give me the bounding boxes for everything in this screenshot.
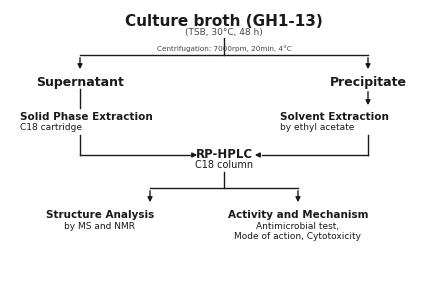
Text: Culture broth (GH1-13): Culture broth (GH1-13) xyxy=(125,14,323,29)
Text: RP-HPLC: RP-HPLC xyxy=(195,148,253,161)
Text: by ethyl acetate: by ethyl acetate xyxy=(280,123,354,132)
Text: Solvent Extraction: Solvent Extraction xyxy=(280,112,389,122)
Text: Supernatant: Supernatant xyxy=(36,76,124,89)
Text: Centrifugation: 7000rpm, 20min, 4°C: Centrifugation: 7000rpm, 20min, 4°C xyxy=(157,45,291,52)
Text: Structure Analysis: Structure Analysis xyxy=(46,210,154,220)
Text: Activity and Mechanism: Activity and Mechanism xyxy=(228,210,368,220)
Text: C18 cartridge: C18 cartridge xyxy=(20,123,82,132)
Text: Antimicrobial test,
Mode of action, Cytotoxicity: Antimicrobial test, Mode of action, Cyto… xyxy=(234,222,362,241)
Text: Precipitate: Precipitate xyxy=(329,76,406,89)
Text: C18 column: C18 column xyxy=(195,160,253,170)
Text: Solid Phase Extraction: Solid Phase Extraction xyxy=(20,112,153,122)
Text: by MS and NMR: by MS and NMR xyxy=(65,222,135,231)
Text: (TSB, 30°C, 48 h): (TSB, 30°C, 48 h) xyxy=(185,28,263,37)
